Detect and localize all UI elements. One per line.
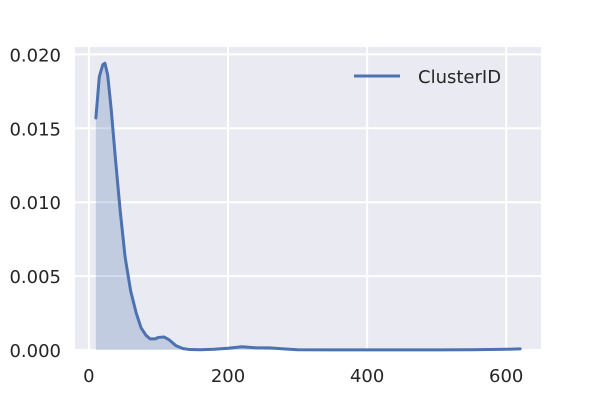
- x-tick-label: 400: [350, 366, 384, 387]
- plot-area: [75, 47, 541, 350]
- y-tick-label: 0.005: [9, 267, 61, 288]
- x-axis: 0 200 400 600: [83, 366, 523, 387]
- x-tick-label: 0: [83, 366, 94, 387]
- y-tick-label: 0.000: [9, 341, 61, 362]
- y-tick-label: 0.020: [9, 45, 61, 66]
- legend: ClusterID: [354, 67, 501, 88]
- y-axis: 0.000 0.005 0.010 0.015 0.020: [9, 45, 61, 362]
- y-tick-label: 0.015: [9, 119, 61, 140]
- x-tick-label: 200: [211, 366, 245, 387]
- y-tick-label: 0.010: [9, 193, 61, 214]
- x-tick-label: 600: [489, 366, 523, 387]
- legend-label-clusterid: ClusterID: [418, 67, 501, 88]
- series-line-clusterid: [94, 61, 522, 352]
